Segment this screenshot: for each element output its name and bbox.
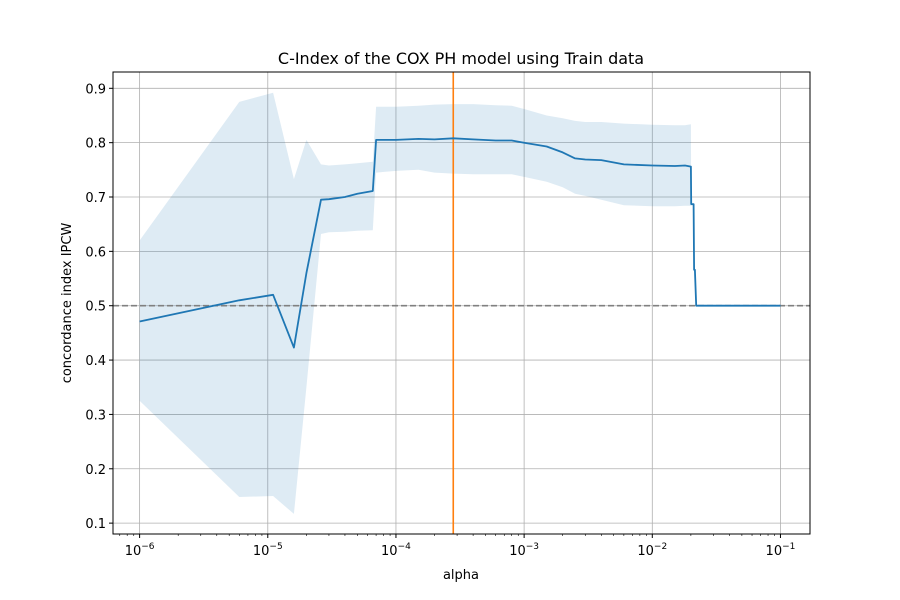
confidence-band-layer	[139, 92, 781, 514]
y-tick-label: 0.5	[85, 300, 106, 315]
y-tick-label: 0.8	[85, 137, 106, 152]
y-tick-label: 0.6	[85, 245, 106, 260]
x-tick-label: 10−6	[125, 542, 155, 559]
y-tick-label: 0.1	[85, 517, 106, 532]
series-line	[139, 137, 781, 349]
reference-line-layer	[113, 72, 810, 534]
y-axis-ticks: 0.1 0.2 0.3 0.4 0.5 0.6 0.7 0.8 0.9	[85, 82, 113, 532]
x-tick-label: 10−4	[381, 542, 411, 559]
y-tick-label: 0.2	[85, 463, 106, 478]
confidence-band	[139, 92, 781, 514]
y-tick-label: 0.3	[85, 408, 106, 423]
x-tick-label: 10−1	[766, 542, 796, 559]
series-line-layer	[139, 137, 781, 349]
x-tick-label: 10−5	[253, 542, 283, 559]
x-tick-label: 10−3	[509, 542, 539, 559]
y-axis-label: concordance index IPCW	[60, 223, 75, 384]
y-tick-label: 0.7	[85, 191, 106, 206]
chart-title: C-Index of the COX PH model using Train …	[278, 49, 644, 68]
x-axis-label: alpha	[443, 568, 479, 583]
x-axis-ticks: 10−6 10−5 10−4 10−3 10−2 10−1	[119, 534, 796, 559]
y-tick-label: 0.9	[85, 82, 106, 97]
grid	[113, 72, 810, 534]
x-tick-label: 10−2	[637, 542, 667, 559]
plot-frame	[112, 71, 811, 535]
y-tick-label: 0.4	[85, 354, 106, 369]
